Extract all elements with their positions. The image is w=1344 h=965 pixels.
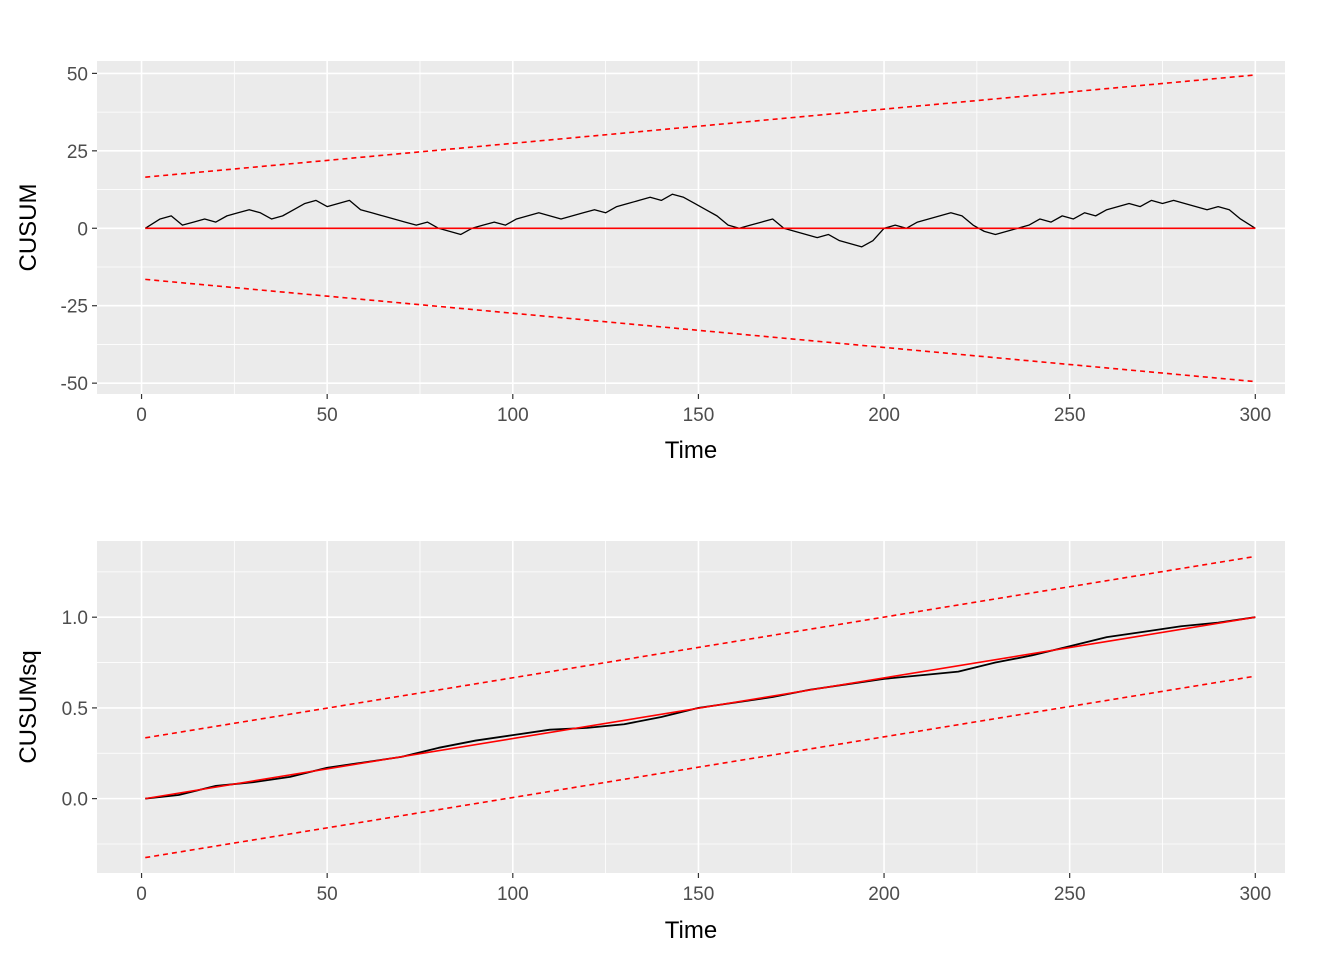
x-axis-title: Time: [665, 917, 717, 944]
y-tick-label: -25: [61, 297, 88, 318]
series-line-lower-bound: [145, 675, 1256, 859]
x-tick-label: 150: [683, 884, 715, 905]
y-tick-label: 25: [67, 142, 88, 163]
x-tick-label: 0: [136, 884, 147, 905]
y-tick-label: 0.5: [62, 699, 88, 720]
x-tick-label: 200: [868, 884, 900, 905]
y-axis-title: CUSUMsq: [15, 650, 42, 763]
y-tick-label: 1.0: [62, 608, 88, 629]
y-tick-label: 50: [67, 64, 88, 85]
cusum-panel: 0 50 100 150 200 250 300 -50 -25 0 25 50 Time CUSUM: [15, 61, 1285, 464]
cusumsq-panel: 0 50 100 150 200 250 300 0.0 0.5 1.0 Time CUSUMsq: [15, 541, 1285, 944]
x-tick-label: 100: [497, 884, 529, 905]
x-tick-label: 100: [497, 405, 529, 426]
x-tick-label: 200: [868, 405, 900, 426]
x-tick-label: 150: [683, 405, 715, 426]
series-line-reference: [145, 616, 1256, 800]
x-tick-label: 50: [317, 405, 338, 426]
x-tick-label: 250: [1054, 405, 1086, 426]
panel-background: [97, 541, 1285, 873]
series-line-cusum: [144, 193, 1256, 248]
x-tick-label: 300: [1239, 405, 1271, 426]
x-axis-title: Time: [665, 437, 717, 464]
y-tick-label: 0.0: [62, 790, 88, 811]
y-axis-title: CUSUM: [15, 184, 42, 272]
series-line-upper-bound: [145, 555, 1256, 739]
series-line-lower-bound: [145, 278, 1256, 383]
x-tick-label: 250: [1054, 884, 1086, 905]
series-line-upper-bound: [145, 74, 1256, 178]
x-tick-label: 50: [317, 884, 338, 905]
y-tick-label: -50: [61, 374, 88, 395]
x-tick-label: 300: [1239, 884, 1271, 905]
y-tick-label: 0: [77, 219, 88, 240]
x-tick-label: 0: [136, 405, 147, 426]
